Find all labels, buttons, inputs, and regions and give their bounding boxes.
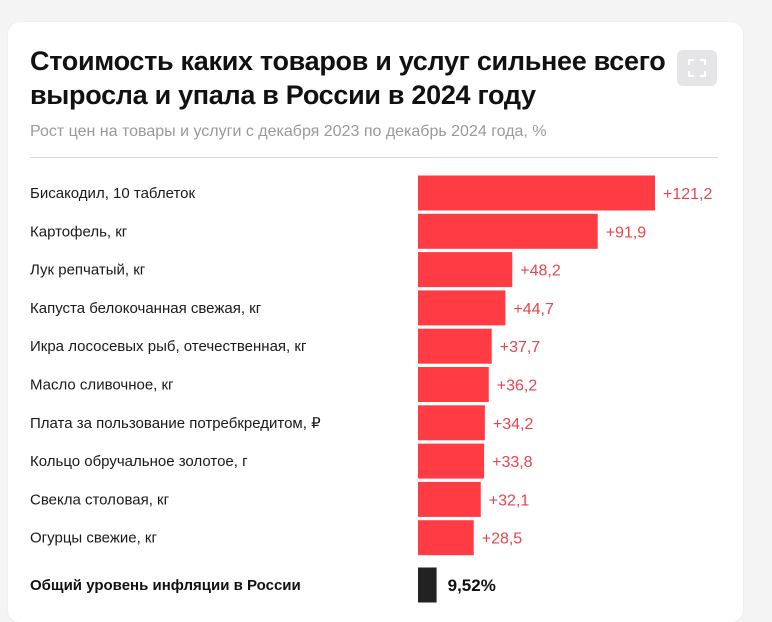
total-value-label: 9,52% — [448, 576, 496, 595]
value-label: +36,2 — [497, 378, 538, 395]
bar — [418, 367, 489, 402]
chart-title: Стоимость каких товаров и услуг сильнее … — [30, 46, 666, 110]
category-label: Масло сливочное, кг — [30, 377, 174, 394]
expand-icon-glyph — [688, 59, 706, 77]
total-label: Общий уровень инфляции в России — [30, 577, 301, 594]
category-label: Лук репчатый, кг — [30, 262, 146, 279]
bar — [418, 252, 513, 288]
value-label: +34,2 — [493, 416, 534, 433]
category-label: Картофель, кг — [30, 223, 128, 240]
bar — [418, 405, 485, 441]
chart-card — [8, 22, 743, 622]
bar — [418, 481, 481, 517]
value-label: +91,9 — [606, 224, 647, 241]
category-label: Кольцо обручальное золотое, г — [30, 453, 248, 470]
chart-subtitle: Рост цен на товары и услуги с декабря 20… — [30, 123, 547, 140]
category-label: Бисакодил, 10 таблеток — [30, 185, 195, 202]
expand-icon[interactable] — [677, 50, 717, 86]
category-label: Икра лососевых рыб, отечественная, кг — [30, 338, 307, 355]
value-label: +121,2 — [663, 186, 712, 203]
bar — [418, 328, 492, 364]
bar — [418, 443, 485, 479]
category-label: Капуста белокочанная свежая, кг — [30, 300, 262, 317]
value-label: +32,1 — [489, 492, 530, 509]
value-label: +48,2 — [520, 263, 561, 280]
value-label: +44,7 — [513, 301, 554, 318]
value-label: +37,7 — [500, 339, 541, 356]
value-label: +28,5 — [482, 531, 523, 548]
total-bar — [418, 567, 437, 603]
bar — [418, 175, 655, 211]
bar — [418, 213, 598, 249]
category-label: Свекла столовая, кг — [30, 491, 170, 508]
category-label: Плата за пользование потребкредитом, ₽ — [30, 415, 321, 432]
divider — [30, 157, 718, 158]
bar — [418, 520, 474, 556]
bar — [418, 290, 506, 326]
value-label: +33,8 — [492, 454, 533, 471]
category-label: Огурцы свежие, кг — [30, 530, 157, 547]
